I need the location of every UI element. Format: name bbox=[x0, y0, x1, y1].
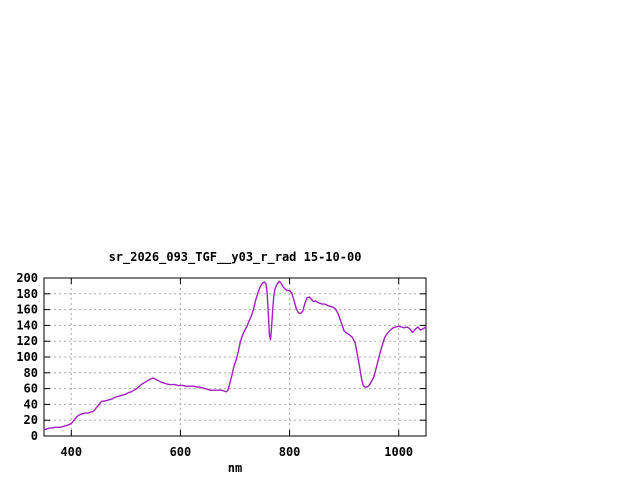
y-tick-label: 200 bbox=[16, 271, 38, 285]
y-tick-label: 100 bbox=[16, 350, 38, 364]
y-tick-label: 40 bbox=[24, 397, 38, 411]
y-tick-label: 80 bbox=[24, 366, 38, 380]
x-axis-label: nm bbox=[227, 461, 243, 475]
y-tick-label: 140 bbox=[16, 318, 38, 332]
y-tick-label: 160 bbox=[16, 303, 38, 317]
y-tick-label: 120 bbox=[16, 334, 38, 348]
y-tick-label: 0 bbox=[31, 429, 38, 443]
x-tick-label: 400 bbox=[60, 445, 82, 459]
y-tick-label: 180 bbox=[16, 287, 38, 301]
x-tick-label: 1000 bbox=[384, 445, 413, 459]
plot-border bbox=[43, 277, 427, 437]
y-tick-label: 60 bbox=[24, 382, 38, 396]
x-tick-label: 800 bbox=[279, 445, 301, 459]
chart-title: sr_2026_093_TGF__y03_r_rad 15-10-00 bbox=[108, 250, 362, 264]
data-line bbox=[43, 280, 427, 431]
x-tick-label: 600 bbox=[170, 445, 192, 459]
y-tick-label: 20 bbox=[24, 413, 38, 427]
